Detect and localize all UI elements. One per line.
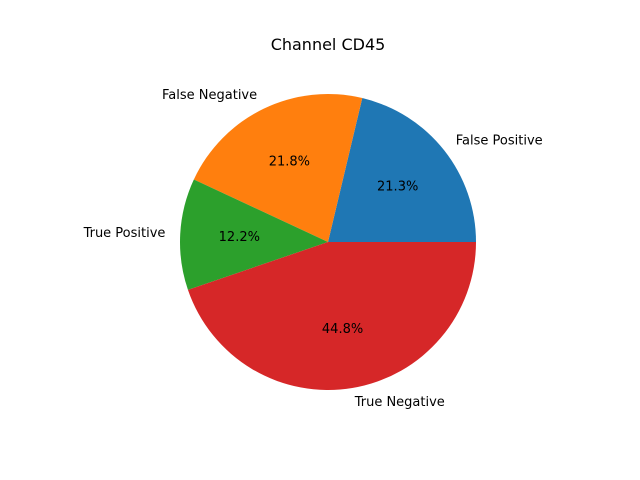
slice-percent-label: 21.3% [377, 179, 418, 194]
slice-label: True Negative [354, 395, 445, 410]
chart-title: Channel CD45 [271, 35, 386, 54]
pie-labels: False Positive 21.3% False Negative 21.8% Tr… [83, 88, 543, 410]
pie-slice-true-negative [187, 242, 477, 391]
slice-percent-label: 21.8% [269, 155, 310, 170]
slice-label: True Positive [83, 226, 166, 241]
pie-slice-false-positive [328, 98, 476, 243]
pie-slices [179, 94, 477, 391]
pie-slice-true-positive [179, 179, 328, 290]
slice-label: False Negative [162, 88, 257, 103]
slice-percent-label: 44.8% [322, 322, 363, 337]
slice-percent-label: 12.2% [219, 230, 260, 245]
pie-slice-false-negative [193, 94, 363, 242]
slice-label: False Positive [456, 134, 543, 149]
